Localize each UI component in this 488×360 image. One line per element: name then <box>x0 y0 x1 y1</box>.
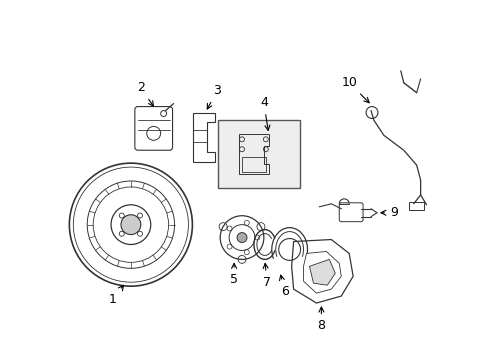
Text: 3: 3 <box>207 84 221 109</box>
Polygon shape <box>303 251 341 293</box>
Text: 10: 10 <box>341 76 368 103</box>
Bar <box>242 157 265 172</box>
Polygon shape <box>309 260 335 285</box>
Bar <box>408 202 423 210</box>
Text: 4: 4 <box>260 96 269 130</box>
Text: 1: 1 <box>109 285 123 306</box>
Bar <box>218 121 299 188</box>
Circle shape <box>237 233 246 243</box>
Text: 8: 8 <box>317 307 325 332</box>
Text: 9: 9 <box>380 206 397 219</box>
Text: 7: 7 <box>262 264 270 289</box>
Circle shape <box>121 215 141 235</box>
Text: 2: 2 <box>137 81 153 106</box>
Text: 5: 5 <box>230 264 238 286</box>
Text: 6: 6 <box>279 275 288 298</box>
